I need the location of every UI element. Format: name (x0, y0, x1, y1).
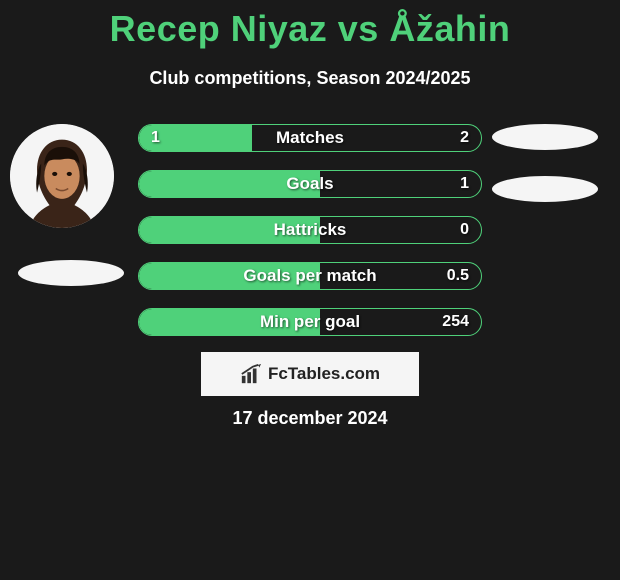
subtitle: Club competitions, Season 2024/2025 (0, 68, 620, 89)
bar-right-value: 2 (460, 129, 469, 147)
player2-team-logo-placeholder (492, 176, 598, 202)
bar-min-per-goal: Min per goal 254 (138, 308, 482, 336)
bar-right-value: 1 (460, 175, 469, 193)
fctables-logo[interactable]: FcTables.com (201, 352, 419, 396)
bar-hattricks: Hattricks 0 (138, 216, 482, 244)
bar-label: Goals (139, 174, 481, 194)
date-label: 17 december 2024 (0, 408, 620, 429)
bar-label: Matches (139, 128, 481, 148)
chart-icon (240, 363, 262, 385)
bar-label: Min per goal (139, 312, 481, 332)
player1-team-logo-placeholder (18, 260, 124, 286)
page-title: Recep Niyaz vs Åžahin (0, 0, 620, 50)
logo-text: FcTables.com (268, 364, 380, 384)
bar-goals: Goals 1 (138, 170, 482, 198)
bar-right-value: 254 (442, 313, 469, 331)
comparison-bars: 1 Matches 2 Goals 1 Hattricks 0 Goals pe… (138, 124, 482, 354)
avatar-icon (10, 124, 114, 228)
bar-label: Hattricks (139, 220, 481, 240)
bar-matches: 1 Matches 2 (138, 124, 482, 152)
bar-label: Goals per match (139, 266, 481, 286)
bar-goals-per-match: Goals per match 0.5 (138, 262, 482, 290)
bar-right-value: 0.5 (447, 267, 469, 285)
player2-avatar-placeholder (492, 124, 598, 150)
bar-right-value: 0 (460, 221, 469, 239)
player1-avatar (10, 124, 114, 228)
